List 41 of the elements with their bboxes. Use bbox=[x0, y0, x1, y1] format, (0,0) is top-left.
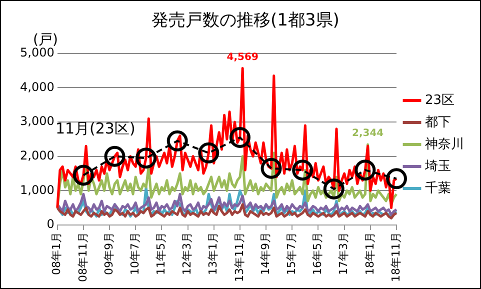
x-tick-label: 11年5月 bbox=[154, 232, 168, 276]
chart-title: 発売戸数の推移(1都3県) bbox=[152, 10, 340, 31]
series-label: 11月(23区) bbox=[55, 120, 136, 138]
legend-label: 都下 bbox=[425, 114, 451, 130]
legend-label: 神奈川 bbox=[425, 136, 464, 152]
point bbox=[166, 130, 188, 152]
x-tick-label: 18年11月 bbox=[389, 232, 402, 282]
x-tick-label: 09年9月 bbox=[102, 232, 116, 276]
point bbox=[292, 160, 314, 181]
x-tick-label: 15年7月 bbox=[285, 232, 298, 276]
x-tick-label: 13年1月 bbox=[206, 232, 220, 276]
y-tick-label: 3,000 bbox=[20, 114, 54, 128]
data-label: 2,344 bbox=[352, 128, 384, 140]
x-tick-label: 10年7月 bbox=[128, 232, 142, 276]
y-tick-label: 2,000 bbox=[20, 148, 54, 162]
point bbox=[260, 158, 282, 179]
point bbox=[104, 146, 126, 167]
legend-label: 23区 bbox=[425, 92, 455, 108]
point bbox=[323, 178, 344, 200]
y-tick-label: 5,000 bbox=[20, 46, 54, 60]
y-tick-label: 1,000 bbox=[20, 182, 54, 197]
x-tick-label: 08年1月 bbox=[50, 232, 64, 276]
point bbox=[229, 126, 250, 148]
point bbox=[198, 142, 220, 164]
point bbox=[136, 148, 157, 169]
x-tick-label: 17年3月 bbox=[337, 232, 350, 276]
legend-label: 千葉 bbox=[425, 180, 451, 196]
point bbox=[386, 168, 407, 190]
x-tick-label: 08年11月 bbox=[76, 232, 90, 282]
x-tick-label: 14年9月 bbox=[258, 232, 272, 276]
legend-label: 埼玉 bbox=[424, 158, 451, 174]
y-tick-label: 0 bbox=[46, 217, 54, 232]
y-axis-title: (戸) bbox=[33, 32, 58, 48]
y-tick-label: 4,000 bbox=[20, 80, 54, 94]
point bbox=[72, 164, 94, 186]
x-tick-label: 18年1月 bbox=[363, 232, 376, 276]
x-tick-label: 16年5月 bbox=[311, 232, 324, 276]
x-tick-label: 12年3月 bbox=[180, 232, 194, 276]
data-label: 4,569 bbox=[226, 52, 258, 63]
point bbox=[354, 160, 376, 181]
x-tick-label: 13年11月 bbox=[232, 232, 246, 282]
